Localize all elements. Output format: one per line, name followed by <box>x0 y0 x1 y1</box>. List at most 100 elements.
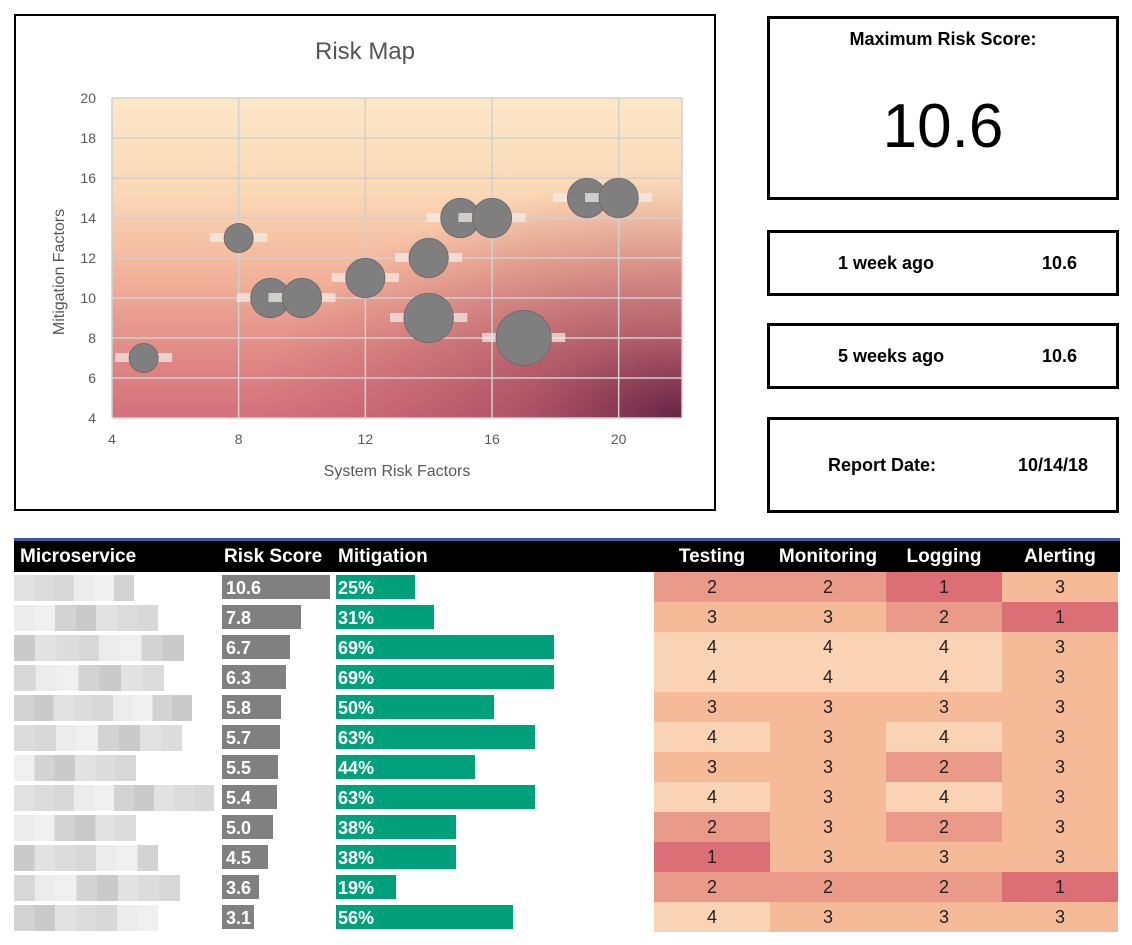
alerting-cell: 1 <box>1002 602 1118 632</box>
monitoring-cell: 4 <box>770 662 886 692</box>
col-header-risk-score: Risk Score <box>224 546 323 567</box>
table-top-rule <box>14 538 1120 541</box>
redacted-microservice-name <box>14 845 158 871</box>
data-point <box>598 177 639 219</box>
risk-score-bar <box>222 665 286 689</box>
mitigation-value: 25% <box>338 578 375 598</box>
table-row: 6.3 69% 4 4 4 3 <box>14 662 1120 692</box>
mitigation-bar <box>336 785 535 809</box>
y-tick-label: 20 <box>80 90 96 106</box>
monitoring-cell: 3 <box>770 812 886 842</box>
alerting-cell: 3 <box>1002 752 1118 782</box>
redacted-microservice-name <box>14 905 158 931</box>
redacted-microservice-name <box>14 875 180 901</box>
risk-score-value: 3.1 <box>226 908 252 928</box>
logging-cell: 4 <box>886 722 1002 752</box>
y-tick-label: 12 <box>80 250 96 266</box>
y-tick-label: 8 <box>88 330 96 346</box>
redacted-microservice-name <box>14 785 214 811</box>
data-point <box>128 343 159 373</box>
table-row: 3.6 19% 2 2 2 1 <box>14 872 1120 902</box>
table-row: 5.0 38% 2 3 2 3 <box>14 812 1120 842</box>
risk-score-bar <box>222 845 268 869</box>
col-header-microservice: Microservice <box>20 546 137 567</box>
redacted-microservice-name <box>14 755 136 781</box>
table-row: 6.7 69% 4 4 4 3 <box>14 632 1120 662</box>
risk-score-bar <box>222 575 330 599</box>
chart-title-wrap: Risk Map <box>16 38 714 66</box>
table-row: 5.4 63% 4 3 4 3 <box>14 782 1120 812</box>
risk-score-bar <box>222 755 278 779</box>
table-row: 7.8 31% 3 3 2 1 <box>14 602 1120 632</box>
x-tick-label: 4 <box>108 431 116 447</box>
risk-score-value: 7.8 <box>226 608 252 628</box>
redacted-microservice-name <box>14 665 164 691</box>
mitigation-bar <box>336 845 456 869</box>
risk-score-value: 5.7 <box>226 728 252 748</box>
history-label: 1 week ago <box>838 253 935 273</box>
alerting-cell: 3 <box>1002 782 1118 812</box>
y-tick-label: 18 <box>80 130 96 146</box>
risk-score-value: 3.6 <box>226 878 252 898</box>
risk-score-value: 5.5 <box>226 758 252 778</box>
y-tick-label: 16 <box>80 170 96 186</box>
max-risk-score-card: Maximum Risk Score: 10.6 <box>767 16 1119 200</box>
mitigation-bar <box>336 635 554 659</box>
mitigation-bar <box>336 755 475 779</box>
col-header-alerting: Alerting <box>1024 546 1096 567</box>
y-tick-label: 6 <box>88 370 96 386</box>
data-point <box>471 197 513 239</box>
alerting-cell: 3 <box>1002 722 1118 752</box>
data-point <box>281 277 323 319</box>
risk-score-bar <box>222 695 281 719</box>
redacted-microservice-name <box>14 815 136 841</box>
risk-score-value: 5.0 <box>226 818 252 838</box>
redacted-microservice-name <box>14 635 184 661</box>
table-row: 5.5 44% 3 3 2 3 <box>14 752 1120 782</box>
testing-cell: 1 <box>654 842 770 872</box>
y-axis-label: Mitigation Factors <box>51 208 68 336</box>
testing-cell: 3 <box>654 602 770 632</box>
testing-cell: 4 <box>654 632 770 662</box>
testing-cell: 2 <box>654 812 770 842</box>
redacted-microservice-name <box>14 695 192 721</box>
col-header-monitoring: Monitoring <box>778 546 878 567</box>
monitoring-cell: 2 <box>770 572 886 602</box>
data-point <box>223 223 254 253</box>
chart-title: Risk Map <box>314 38 416 65</box>
max-risk-score-value: 10.6 <box>882 92 1004 161</box>
history-label: 5 weeks ago <box>838 346 945 366</box>
mitigation-value: 31% <box>338 608 375 628</box>
alerting-cell: 3 <box>1002 902 1118 932</box>
data-point <box>403 292 454 344</box>
logging-cell: 4 <box>886 632 1002 662</box>
testing-cell: 2 <box>654 872 770 902</box>
logging-cell: 2 <box>886 812 1002 842</box>
logging-cell: 4 <box>886 662 1002 692</box>
alerting-cell: 3 <box>1002 662 1118 692</box>
mitigation-value: 56% <box>338 908 375 928</box>
logging-cell: 3 <box>886 902 1002 932</box>
testing-cell: 4 <box>654 782 770 812</box>
logging-cell: 3 <box>886 842 1002 872</box>
risk-score-value: 6.7 <box>226 638 252 658</box>
mitigation-bar <box>336 725 535 749</box>
mitigation-value: 50% <box>338 698 375 718</box>
x-tick-label: 8 <box>235 431 243 447</box>
data-point <box>345 257 386 299</box>
redacted-microservice-name <box>14 605 158 631</box>
mitigation-value: 19% <box>338 878 375 898</box>
risk-score-bar <box>222 785 277 809</box>
table-row: 10.6 25% 2 2 1 3 <box>14 572 1120 602</box>
logging-cell: 2 <box>886 602 1002 632</box>
mitigation-value: 63% <box>338 788 375 808</box>
testing-cell: 3 <box>654 692 770 722</box>
mitigation-bar <box>336 695 494 719</box>
alerting-cell: 3 <box>1002 842 1118 872</box>
report-date-card: Report Date: 10/14/18 <box>767 417 1119 513</box>
monitoring-cell: 3 <box>770 782 886 812</box>
risk-score-bar <box>222 905 254 929</box>
alerting-cell: 1 <box>1002 872 1118 902</box>
mitigation-value: 44% <box>338 758 375 778</box>
y-tick-label: 14 <box>80 210 96 226</box>
